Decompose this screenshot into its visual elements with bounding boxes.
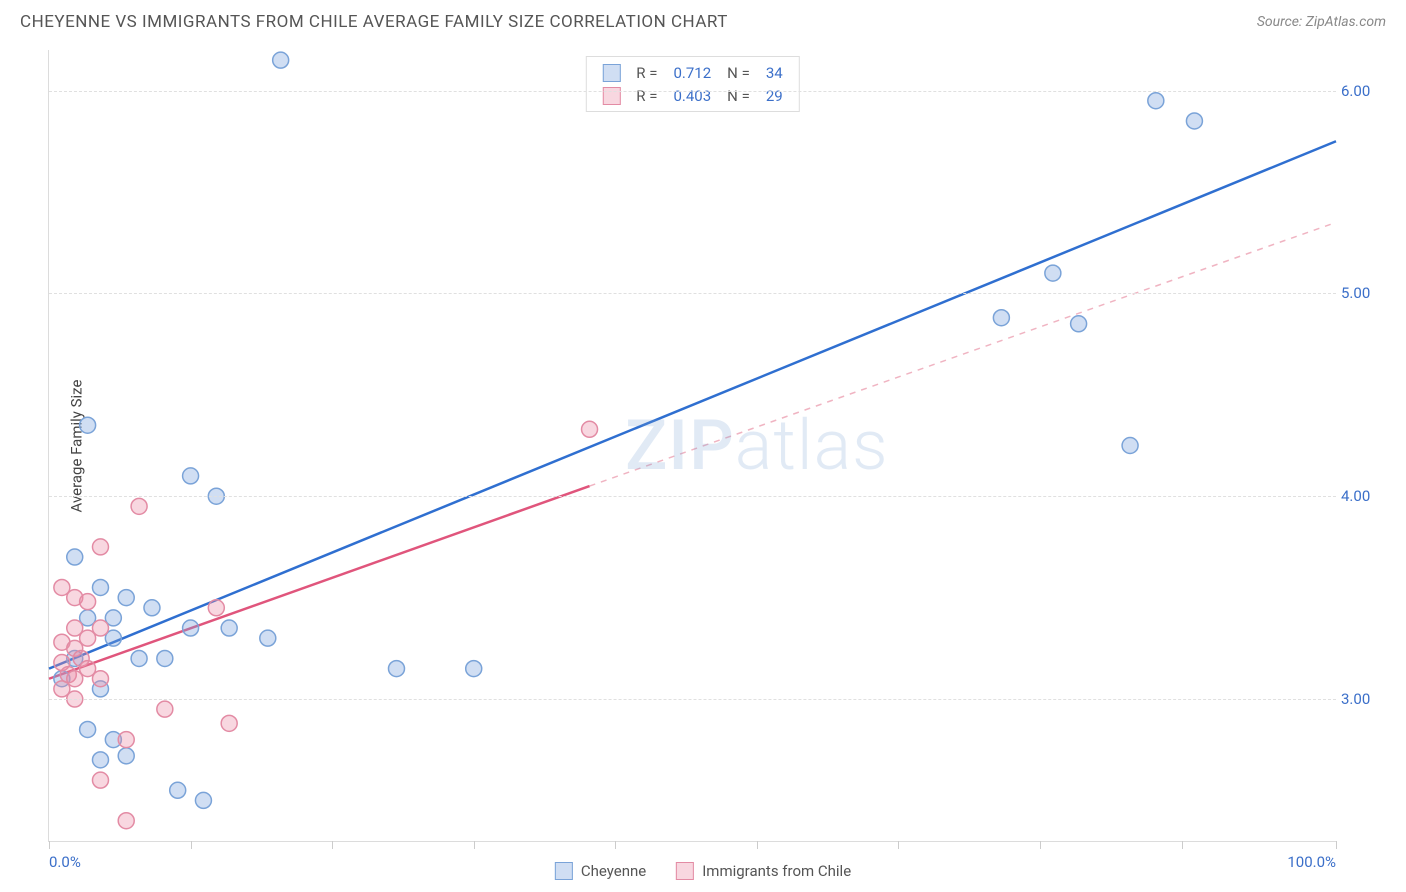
scatter-point: [183, 468, 199, 484]
x-tick: [898, 841, 899, 849]
y-tick-label: 5.00: [1341, 284, 1386, 302]
legend-label: Immigrants from Chile: [702, 862, 851, 880]
scatter-point: [170, 782, 186, 798]
scatter-point: [157, 701, 173, 717]
scatter-point: [273, 52, 289, 68]
legend-swatch: [555, 862, 573, 880]
x-tick: [474, 841, 475, 849]
scatter-plot-svg: [49, 50, 1336, 841]
scatter-point: [208, 600, 224, 616]
scatter-point: [157, 650, 173, 666]
x-tick: [191, 841, 192, 849]
scatter-point: [67, 549, 83, 565]
legend-swatch: [676, 862, 694, 880]
scatter-point: [260, 630, 276, 646]
scatter-point: [183, 620, 199, 636]
gridline-h: [49, 496, 1336, 497]
scatter-point: [466, 661, 482, 677]
legend-item: Immigrants from Chile: [676, 862, 851, 880]
legend-row: R =0.712N =34: [594, 61, 790, 84]
scatter-point: [1148, 93, 1164, 109]
gridline-h: [49, 699, 1336, 700]
scatter-point: [582, 421, 598, 437]
scatter-point: [993, 310, 1009, 326]
scatter-point: [118, 590, 134, 606]
x-tick: [615, 841, 616, 849]
scatter-point: [1122, 438, 1138, 454]
x-tick: [757, 841, 758, 849]
scatter-point: [144, 600, 160, 616]
scatter-point: [1045, 265, 1061, 281]
x-tick: [332, 841, 333, 849]
regression-line: [49, 141, 1336, 668]
gridline-h: [49, 293, 1336, 294]
x-tick: [1040, 841, 1041, 849]
scatter-point: [80, 417, 96, 433]
scatter-point: [118, 813, 134, 829]
scatter-point: [131, 650, 147, 666]
scatter-point: [92, 539, 108, 555]
x-tick: [1336, 841, 1337, 849]
scatter-point: [1186, 113, 1202, 129]
scatter-point: [131, 498, 147, 514]
chart-container: ZIPatlas R =0.712N =34R =0.403N =29 3.00…: [48, 50, 1336, 842]
plot-area: ZIPatlas R =0.712N =34R =0.403N =29 3.00…: [48, 50, 1336, 842]
scatter-point: [92, 772, 108, 788]
scatter-point: [92, 752, 108, 768]
scatter-point: [388, 661, 404, 677]
gridline-h: [49, 91, 1336, 92]
scatter-point: [80, 594, 96, 610]
series-legend: Cheyenne Immigrants from Chile: [555, 862, 851, 880]
x-tick-label: 0.0%: [49, 853, 81, 871]
y-tick-label: 6.00: [1341, 82, 1386, 100]
scatter-point: [118, 732, 134, 748]
y-tick-label: 4.00: [1341, 487, 1386, 505]
legend-row: R =0.403N =29: [594, 84, 790, 107]
scatter-point: [92, 671, 108, 687]
x-tick: [1182, 841, 1183, 849]
legend-swatch: [602, 64, 620, 82]
legend-label: Cheyenne: [581, 862, 646, 880]
scatter-point: [221, 715, 237, 731]
x-tick: [49, 841, 50, 849]
scatter-point: [195, 792, 211, 808]
scatter-point: [1071, 316, 1087, 332]
scatter-point: [221, 620, 237, 636]
legend-item: Cheyenne: [555, 862, 646, 880]
scatter-point: [92, 579, 108, 595]
scatter-point: [118, 748, 134, 764]
chart-title: CHEYENNE VS IMMIGRANTS FROM CHILE AVERAG…: [20, 12, 728, 32]
regression-line: [49, 486, 590, 679]
source-attribution: Source: ZipAtlas.com: [1257, 14, 1386, 30]
scatter-point: [80, 721, 96, 737]
correlation-legend: R =0.712N =34R =0.403N =29: [585, 56, 799, 112]
y-tick-label: 3.00: [1341, 690, 1386, 708]
regression-line-dashed: [590, 222, 1336, 486]
x-tick-label: 100.0%: [1287, 853, 1336, 871]
